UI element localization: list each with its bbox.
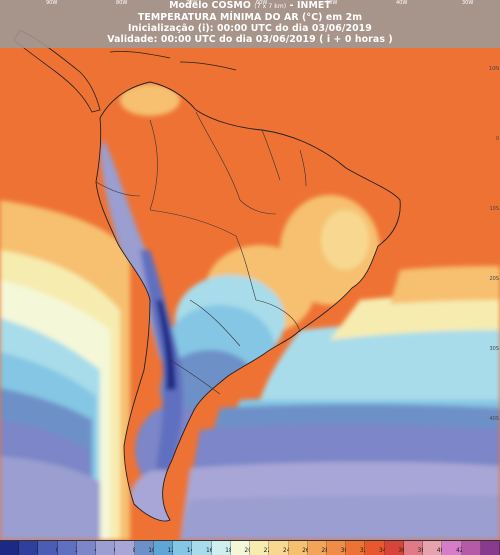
colorbar-label: 20	[244, 547, 253, 554]
colorbar-segment: 40	[423, 541, 445, 555]
caribbean-islands	[109, 51, 171, 59]
colorbar-label: 24	[282, 547, 291, 554]
colorbar-segment	[480, 541, 500, 555]
colorbar-segment: 32	[346, 541, 368, 555]
colorbar-label: 34	[379, 547, 387, 554]
coastline	[95, 81, 401, 522]
colorbar-label: 22	[263, 547, 272, 554]
colorbar-label: 32	[359, 547, 368, 554]
map-title-block: Modelo COSMO (7 x 7 km) - INMET TEMPERAT…	[0, 0, 500, 48]
latitude-label: 20S	[489, 276, 499, 282]
colorbar-label: 30	[340, 547, 349, 554]
latitude-label: 0	[495, 136, 499, 142]
colorbar-segment: 34	[365, 541, 387, 555]
colorbar-label: 10	[148, 547, 156, 554]
longitude-label: 40W	[396, 0, 408, 6]
colorbar-label: 40	[436, 547, 445, 554]
colorbar-segment	[461, 541, 481, 555]
colorbar-segment: 36	[384, 541, 406, 555]
colorbar-segment: 42	[442, 541, 464, 555]
title-model: Modelo COSMO	[169, 0, 251, 11]
colorbar-segment: 14	[173, 541, 195, 555]
temperature-colorbar: -4-2024681012141618202224262830323436384…	[0, 540, 500, 555]
longitude-label: 30W	[462, 0, 474, 6]
colorbar-segment: 18	[211, 541, 233, 555]
country-borders	[95, 111, 307, 395]
map-canvas	[0, 0, 500, 540]
title-background	[0, 0, 500, 48]
latitude-label: 10N	[488, 66, 499, 72]
longitude-label: 60W	[256, 0, 268, 6]
latitude-label: 40S	[489, 416, 499, 422]
colorbar-segment: -2	[19, 541, 41, 555]
colorbar-label: -4	[15, 547, 22, 554]
central-america	[13, 29, 101, 113]
colorbar-label: 16	[205, 547, 214, 554]
colorbar-label: 38	[417, 547, 426, 554]
colorbar-segment: 8	[115, 541, 137, 555]
colorbar-segment: 6	[96, 541, 117, 555]
colorbar-label: 28	[321, 547, 329, 554]
colorbar-label: 42	[455, 547, 464, 554]
colorbar-segment: 28	[307, 541, 329, 555]
longitude-label: 90W	[46, 0, 58, 6]
colorbar-segment: 0	[38, 541, 60, 555]
title-initialization: Inicialização (i): 00:00 UTC do dia 03/0…	[128, 23, 372, 34]
colorbar-segment: 2	[57, 541, 79, 555]
colorbar-label: -2	[34, 547, 41, 554]
colorbar-segment: 20	[230, 541, 253, 555]
latitude-label: 30S	[489, 346, 499, 352]
colorbar-segment: 30	[326, 541, 349, 555]
title-variable: TEMPERATURA MÍNIMA DO AR (°C) em 2m	[137, 12, 363, 23]
colorbar-segment: 4	[76, 541, 98, 555]
title-org: - INMET	[289, 0, 331, 11]
colorbar-segment: 16	[192, 541, 214, 555]
latitude-label: 10S	[489, 206, 499, 212]
colorbar-segment: -4	[0, 541, 22, 555]
temperature-map: Modelo COSMO (7 x 7 km) - INMET TEMPERAT…	[0, 0, 500, 540]
title-validity: Validade: 00:00 UTC do dia 03/06/2019 ( …	[107, 34, 393, 45]
colorbar-label: 18	[225, 547, 233, 554]
longitude-label: 50W	[326, 0, 338, 6]
title-resolution: (7 x 7 km)	[254, 3, 287, 10]
colorbar-label: 14	[186, 547, 195, 554]
colorbar-label: 26	[302, 547, 310, 554]
longitude-label: 80W	[116, 0, 128, 6]
colorbar-segment: 26	[288, 541, 310, 555]
ocean-temperature-bands	[0, 200, 500, 540]
colorbar-label: 36	[398, 547, 406, 554]
colorbar-segment: 10	[134, 541, 156, 555]
title-model-line: Modelo COSMO (7 x 7 km) - INMET	[0, 0, 500, 12]
longitude-label: 70W	[186, 0, 198, 6]
colorbar-segment: 38	[403, 541, 426, 555]
colorbar-segment: 24	[269, 541, 291, 555]
colorbar-segment: 12	[153, 541, 176, 555]
colorbar-segment: 22	[250, 541, 272, 555]
colorbar-label: 12	[167, 547, 176, 554]
